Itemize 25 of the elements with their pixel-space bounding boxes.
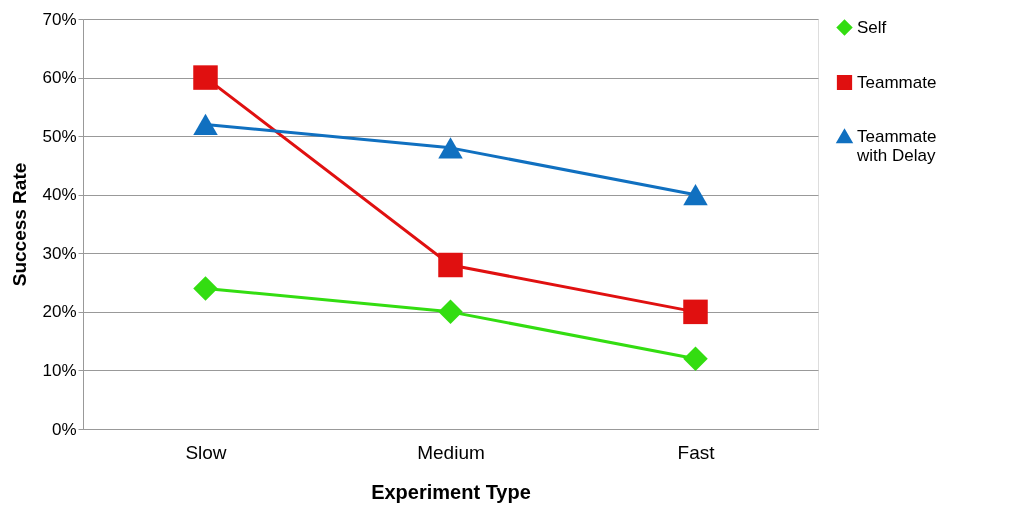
point	[438, 137, 463, 159]
legend-label: Teammate	[857, 72, 937, 92]
legend-label: Teammate with Delay	[856, 126, 937, 165]
y-tick-label: 40%	[42, 185, 77, 205]
point	[438, 299, 463, 325]
y-tick-label: 50%	[42, 126, 77, 146]
point	[193, 65, 218, 90]
point	[683, 346, 708, 371]
x-axis-title: Experiment Type	[371, 480, 531, 503]
x-tick-label: Medium	[417, 441, 485, 463]
y-tick-label: 10%	[42, 360, 77, 380]
x-tick-label: Slow	[185, 441, 227, 463]
point	[193, 113, 218, 136]
point	[683, 184, 708, 206]
y-tick-label: 70%	[42, 9, 77, 29]
point	[438, 252, 463, 278]
point	[683, 299, 708, 325]
y-axis-title: Success Rate	[9, 162, 31, 287]
y-tick-label: 30%	[42, 243, 77, 263]
x-tick-label: Fast	[677, 441, 716, 463]
legend-label: Self	[857, 17, 887, 37]
point	[193, 276, 218, 301]
y-tick-label: 20%	[42, 302, 77, 322]
y-tick-label: 60%	[42, 68, 77, 88]
y-tick-label: 0%	[51, 419, 77, 439]
